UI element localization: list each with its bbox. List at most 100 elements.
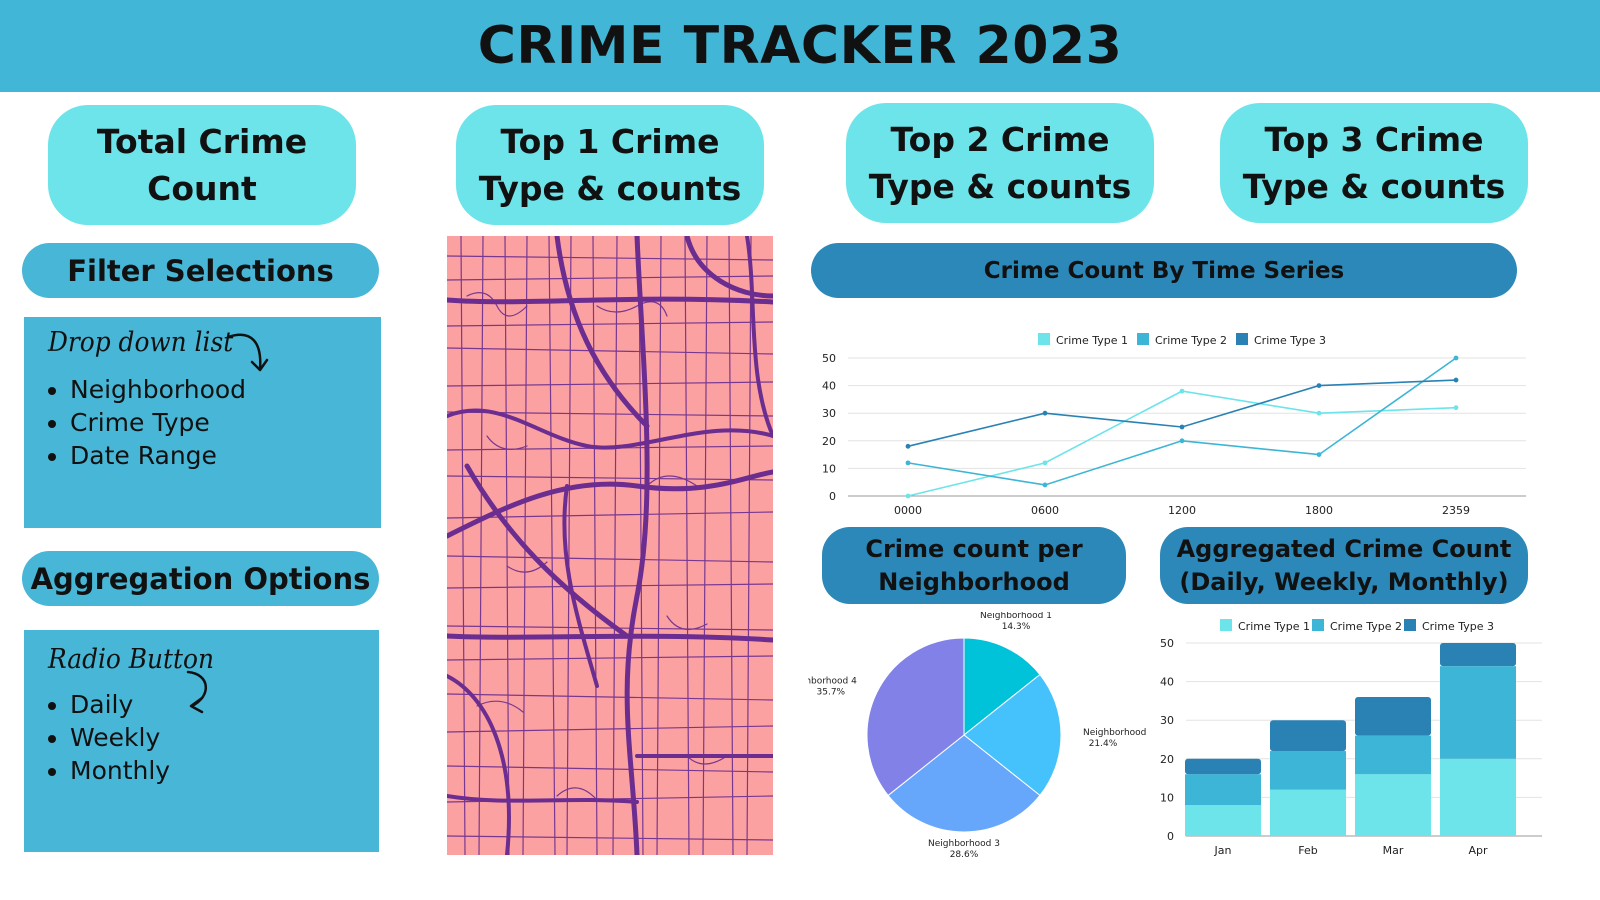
y-tick-label: 0	[829, 490, 836, 503]
y-tick-label: 20	[822, 435, 836, 448]
bar-segment	[1185, 805, 1261, 836]
bar-segment	[1440, 758, 1516, 836]
aggregation-options-title: Aggregation Options	[22, 551, 379, 606]
neighborhood-pie-chart: Neighborhood 114.3% Neighborhood 221.4% Ne…	[808, 612, 1148, 860]
y-tick-label: 10	[822, 462, 836, 475]
data-point	[1316, 452, 1322, 457]
kpi-top2-crime-type: Top 2 Crime Type & counts	[846, 103, 1154, 223]
y-tick-label: 30	[822, 407, 836, 420]
curved-arrow-icon	[186, 670, 208, 714]
data-point	[1316, 410, 1322, 416]
time-series-chart: Crime Type 1 Crime Type 2 Crime Type 3 0 10 2…	[822, 333, 1526, 517]
bar-segment	[1185, 774, 1261, 806]
legend-label: Crime Type 3	[1254, 334, 1326, 347]
aggregation-option-monthly[interactable]: Monthly	[70, 754, 170, 787]
filter-selections-title: Filter Selections	[22, 243, 379, 298]
pie-label: Neighborhood 2	[1083, 728, 1148, 738]
y-tick-label: 10	[1160, 791, 1174, 804]
pie-percent-label: 14.3%	[1002, 622, 1031, 632]
neighborhood-title: Crime count per Neighborhood	[822, 527, 1126, 604]
data-point	[1453, 405, 1459, 411]
y-tick-label: 0	[1167, 830, 1174, 843]
bar-segment	[1270, 720, 1346, 752]
x-tick-label: Apr	[1468, 844, 1488, 857]
neighborhood-title-line2: Neighborhood	[878, 567, 1070, 596]
bar-segment	[1270, 751, 1346, 790]
y-tick-label: 50	[822, 352, 836, 365]
legend-swatch	[1137, 333, 1149, 345]
data-point	[1042, 460, 1048, 466]
x-tick-label: 0000	[894, 504, 922, 517]
bar-segment	[1185, 758, 1261, 775]
data-point	[1316, 383, 1322, 388]
x-tick-label: 2359	[1442, 504, 1470, 517]
legend-swatch	[1236, 333, 1248, 345]
legend-label: Crime Type 2	[1155, 334, 1227, 347]
x-tick-label: 1800	[1305, 504, 1333, 517]
legend-swatch	[1404, 619, 1416, 631]
filter-panel[interactable]: Drop down list Neighborhood Crime Type D…	[24, 317, 381, 528]
radio-button-label: Radio Button	[48, 644, 214, 675]
legend-label: Crime Type 3	[1422, 620, 1494, 633]
kpi-total-crime-count: Total Crime Count	[48, 105, 356, 225]
legend-swatch	[1312, 619, 1324, 631]
data-point	[1453, 355, 1459, 361]
pie-percent-label: 35.7%	[817, 687, 846, 697]
x-tick-label: Jan	[1214, 844, 1232, 857]
aggregation-panel[interactable]: Radio Button Daily Weekly Monthly	[24, 630, 379, 852]
y-tick-label: 40	[1160, 676, 1174, 689]
legend-label: Crime Type 2	[1330, 620, 1402, 633]
city-map-roads	[447, 236, 773, 855]
filter-option-date-range[interactable]: Date Range	[70, 439, 246, 472]
data-point	[1453, 377, 1459, 383]
pie-percent-label: 21.4%	[1089, 739, 1118, 749]
pie-slice	[963, 673, 1062, 797]
kpi-top1-crime-type: Top 1 Crime Type & counts	[456, 105, 764, 225]
curved-arrow-icon	[226, 333, 269, 372]
pie-slice	[963, 637, 1041, 737]
y-tick-label: 20	[1160, 753, 1174, 766]
x-tick-label: 0600	[1031, 504, 1059, 517]
data-point	[1179, 438, 1185, 444]
filter-options-list: Neighborhood Crime Type Date Range	[70, 373, 246, 472]
pie-label: Neighborhood 1	[980, 612, 1052, 621]
city-map[interactable]	[447, 236, 773, 855]
y-tick-label: 30	[1160, 714, 1174, 727]
data-point	[1179, 388, 1185, 394]
x-tick-label: Mar	[1383, 844, 1404, 857]
y-tick-label: 50	[1160, 637, 1174, 650]
data-point	[1042, 482, 1048, 488]
bar-segment	[1440, 666, 1516, 759]
aggregation-option-daily[interactable]: Daily	[70, 688, 170, 721]
legend-label: Crime Type 1	[1238, 620, 1310, 633]
dropdown-list-label: Drop down list	[48, 327, 234, 358]
pie-percent-label: 28.6%	[950, 850, 979, 860]
series-line	[907, 390, 1457, 497]
x-tick-label: Feb	[1298, 844, 1317, 857]
series-line	[907, 357, 1457, 486]
aggregated-title-line1: Aggregated Crime Count	[1176, 534, 1512, 563]
aggregation-option-weekly[interactable]: Weekly	[70, 721, 170, 754]
legend-label: Crime Type 1	[1056, 334, 1128, 347]
y-tick-label: 40	[822, 380, 836, 393]
time-series-title: Crime Count By Time Series	[811, 243, 1517, 298]
bar-segment	[1355, 697, 1431, 736]
page-title: CRIME TRACKER 2023	[477, 16, 1123, 76]
x-tick-label: 1200	[1168, 504, 1196, 517]
pie-slice	[887, 734, 1041, 833]
aggregated-bar-chart: Crime Type 1 Crime Type 2 Crime Type 3 0 10 2…	[1160, 619, 1542, 857]
aggregated-title-line2: (Daily, Weekly, Monthly)	[1179, 567, 1509, 596]
bar-segment	[1270, 789, 1346, 836]
filter-option-neighborhood[interactable]: Neighborhood	[70, 373, 246, 406]
filter-option-crime-type[interactable]: Crime Type	[70, 406, 246, 439]
bar-segment	[1355, 774, 1431, 836]
pie-label: Neighborhood 3	[928, 839, 1000, 849]
legend-swatch	[1220, 619, 1232, 631]
data-point	[905, 443, 911, 449]
legend-swatch	[1038, 333, 1050, 345]
aggregation-options-list: Daily Weekly Monthly	[70, 688, 170, 787]
bar-segment	[1355, 735, 1431, 775]
data-point	[1179, 424, 1185, 430]
data-point	[905, 460, 911, 466]
aggregated-title: Aggregated Crime Count (Daily, Weekly, M…	[1160, 527, 1528, 604]
